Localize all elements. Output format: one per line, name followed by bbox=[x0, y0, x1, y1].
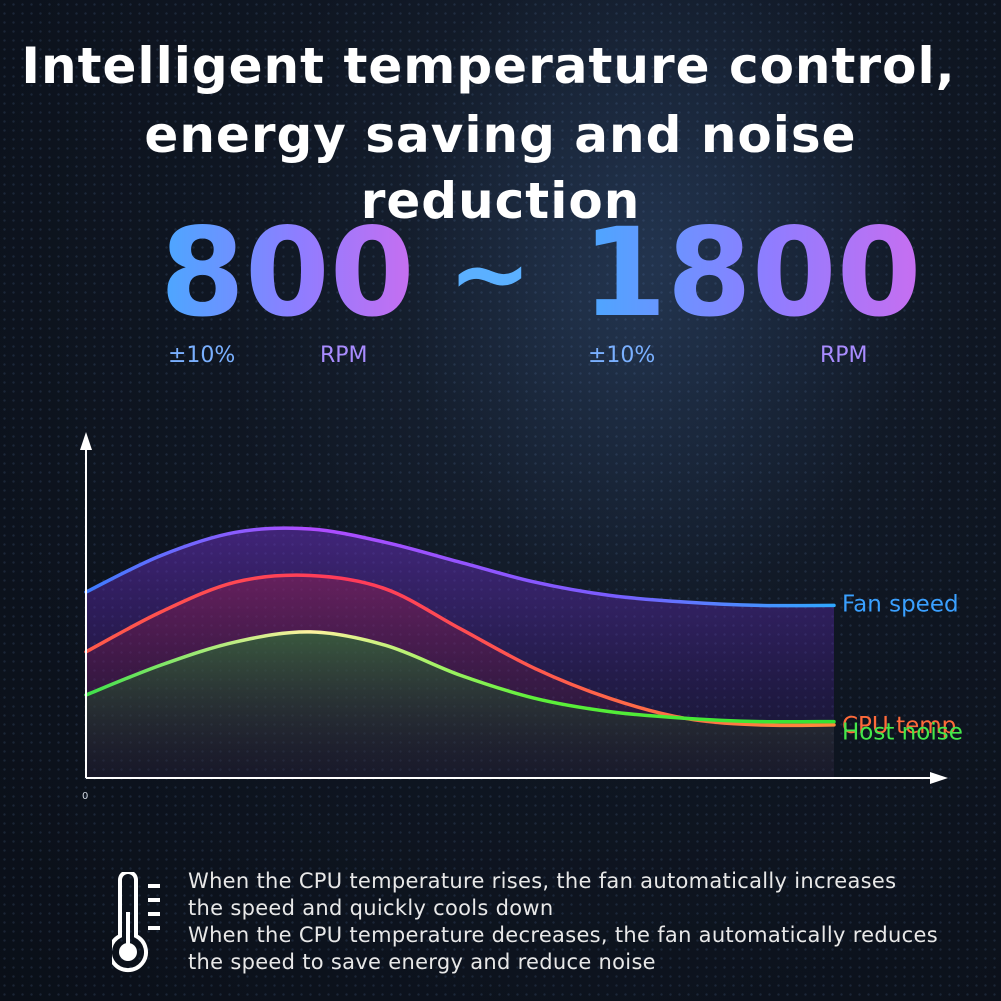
x-axis-arrow bbox=[930, 772, 948, 784]
headline-line-2: energy saving and noise reduction bbox=[144, 106, 857, 230]
description-text: When the CPU temperature rises, the fan … bbox=[188, 868, 968, 976]
rpm-high-tolerance: ±10% bbox=[588, 343, 656, 368]
host-noise-label: Host noise bbox=[842, 720, 963, 746]
description-line-1: When the CPU temperature rises, the fan … bbox=[188, 869, 897, 893]
rpm-low-value: 800 bbox=[160, 202, 415, 344]
rpm-low-unit: RPM bbox=[320, 343, 368, 368]
x-origin-label: 0 bbox=[82, 791, 88, 802]
rpm-low-tolerance: ±10% bbox=[168, 343, 236, 368]
host-noise-line bbox=[84, 630, 836, 724]
description-line-2: the speed and quickly cools down bbox=[188, 896, 554, 920]
series-lines bbox=[84, 526, 836, 728]
cpu-temp-label: CPU temp bbox=[842, 713, 956, 739]
range-separator: ~ bbox=[448, 215, 532, 332]
host-noise-area bbox=[86, 631, 834, 778]
rpm-high-value: 1800 bbox=[582, 202, 922, 344]
rpm-high-unit: RPM bbox=[820, 343, 868, 368]
fan-speed-label: Fan speed bbox=[842, 591, 959, 617]
background-glow bbox=[380, 0, 940, 640]
headline-line-1: Intelligent temperature control, bbox=[21, 37, 956, 95]
description-line-3: When the CPU temperature decreases, the … bbox=[188, 923, 938, 947]
fan-speed-line bbox=[84, 526, 836, 608]
y-axis-arrow bbox=[80, 432, 92, 450]
thermometer-icon bbox=[112, 872, 160, 973]
description-line-4: the speed to save energy and reduce nois… bbox=[188, 950, 656, 974]
